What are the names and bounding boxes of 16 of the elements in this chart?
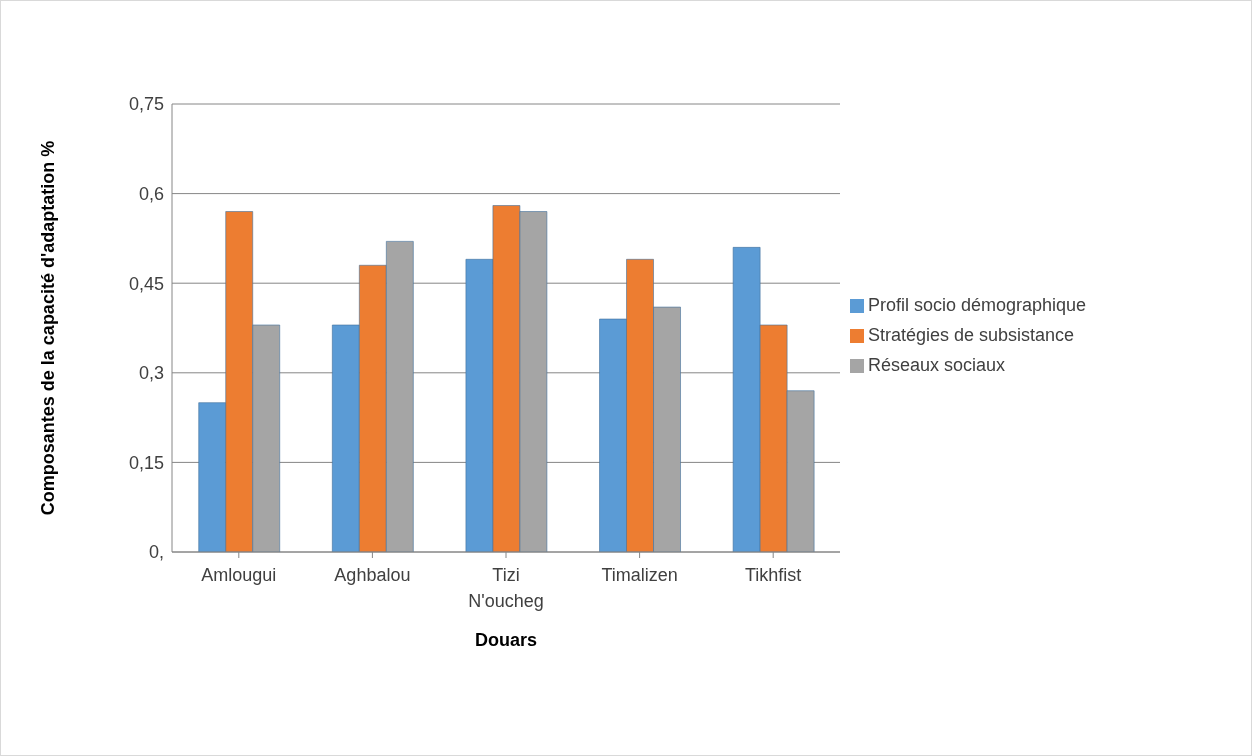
x-tick-label: Tizi N'oucheg	[468, 564, 544, 611]
legend-label: Réseaux sociaux	[868, 355, 1006, 375]
x-tick-label: Amlougui	[201, 564, 277, 585]
y-tick-label: 0,	[148, 542, 164, 563]
y-axis-title: Composantes de la capacité d'adaptation %	[38, 140, 59, 516]
y-tick-label: 0,3	[138, 363, 164, 384]
x-tick-label: Aghbalou	[334, 564, 411, 585]
x-axis-title: Douars	[474, 630, 538, 650]
legend-label: Profil socio démographique	[868, 295, 1087, 315]
y-tick-label: 0,6	[138, 183, 164, 204]
legend-label: Stratégies de subsistance	[868, 325, 1075, 345]
x-tick-label: Timalizen	[601, 564, 678, 585]
y-tick-label: 0,75	[128, 94, 164, 115]
y-tick-label: 0,45	[128, 273, 164, 294]
y-tick-label: 0,15	[128, 452, 164, 473]
x-tick-label: Tikhfist	[745, 564, 802, 585]
